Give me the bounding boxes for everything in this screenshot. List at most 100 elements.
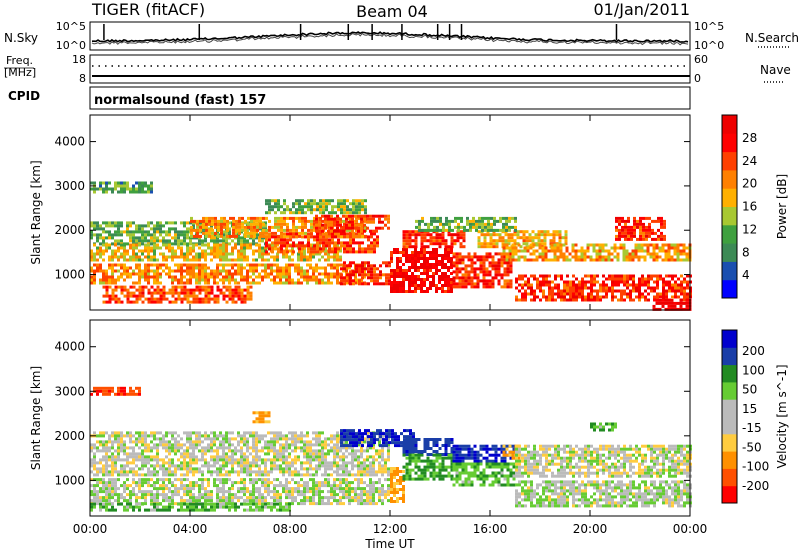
data-cell	[653, 280, 656, 284]
data-cell	[117, 249, 120, 253]
data-cell	[525, 236, 529, 240]
data-cell	[279, 446, 282, 450]
data-cell	[645, 231, 648, 235]
data-cell	[444, 248, 447, 251]
data-cell	[426, 269, 429, 272]
data-cell	[207, 470, 210, 474]
data-cell	[279, 470, 282, 474]
data-cell	[548, 286, 551, 290]
data-cell	[369, 220, 372, 224]
data-cell	[126, 275, 129, 279]
data-cell	[277, 238, 280, 242]
data-cell	[581, 298, 584, 302]
data-cell	[297, 473, 300, 477]
data-cell	[114, 230, 117, 234]
data-cell	[210, 446, 213, 450]
data-cell	[189, 467, 192, 471]
data-cell	[469, 219, 472, 223]
data-cell	[144, 440, 147, 444]
data-cell	[538, 252, 542, 256]
data-cell	[289, 208, 292, 212]
data-cell	[627, 225, 630, 229]
data-cell	[222, 291, 226, 295]
data-cell	[274, 231, 277, 235]
data-cell	[343, 205, 346, 209]
data-cell	[171, 275, 174, 279]
data-cell	[108, 285, 112, 289]
data-cell	[267, 266, 270, 270]
data-cell	[237, 473, 240, 477]
data-cell	[211, 228, 214, 232]
data-cell	[542, 295, 545, 299]
data-cell	[183, 455, 186, 459]
data-cell	[207, 278, 210, 282]
data-cell	[411, 230, 415, 234]
data-cell	[300, 269, 303, 273]
data-cell	[352, 282, 355, 286]
data-cell	[369, 470, 372, 474]
data-cell	[156, 446, 159, 450]
data-cell	[220, 234, 223, 238]
data-cell	[174, 470, 177, 474]
data-cell	[153, 291, 157, 295]
data-cell	[417, 233, 421, 237]
data-cell	[255, 455, 258, 459]
data-cell	[355, 241, 358, 245]
data-cell	[352, 273, 355, 277]
data-cell	[318, 278, 321, 282]
data-cell	[286, 232, 289, 236]
data-cell	[541, 252, 545, 256]
data-cell	[552, 230, 556, 234]
data-cell	[123, 190, 126, 194]
data-cell	[617, 298, 620, 302]
data-cell	[482, 276, 486, 280]
freq-label-line2: [MHz]	[4, 66, 36, 79]
data-cell	[99, 443, 102, 447]
data-cell	[159, 297, 163, 301]
data-cell	[393, 290, 396, 293]
data-cell	[310, 222, 313, 226]
data-cell	[370, 235, 373, 239]
data-cell	[615, 219, 618, 223]
data-cell	[276, 464, 279, 468]
data-cell	[216, 467, 219, 471]
data-cell	[655, 258, 659, 262]
data-cell	[240, 278, 243, 282]
data-cell	[237, 242, 240, 246]
data-cell	[686, 274, 689, 278]
data-cell	[246, 278, 249, 282]
data-cell	[396, 257, 399, 260]
data-cell	[225, 446, 228, 450]
data-cell	[288, 455, 291, 459]
data-cell	[222, 285, 226, 289]
data-cell	[144, 230, 147, 234]
data-cell	[141, 224, 144, 228]
data-cell	[297, 281, 300, 285]
data-cell	[225, 300, 229, 304]
data-cell	[267, 443, 270, 447]
data-cell	[156, 452, 159, 456]
data-cell	[183, 461, 186, 465]
data-cell	[518, 274, 521, 278]
data-cell	[453, 242, 457, 246]
data-cell	[420, 236, 424, 240]
data-cell	[351, 214, 354, 218]
data-cell	[450, 260, 453, 263]
data-cell	[129, 236, 132, 240]
data-cell	[509, 258, 513, 262]
data-cell	[354, 458, 357, 462]
data-cell	[562, 255, 566, 259]
data-cell	[132, 294, 136, 298]
data-cell	[120, 184, 123, 188]
data-cell	[216, 255, 219, 259]
data-cell	[147, 473, 150, 477]
data-cell	[210, 288, 214, 292]
data-cell	[138, 440, 141, 444]
data-cell	[147, 272, 150, 276]
data-cell	[192, 246, 195, 250]
data-cell	[447, 254, 450, 257]
data-cell	[138, 230, 141, 234]
data-cell	[219, 252, 222, 256]
data-cell	[513, 239, 517, 243]
data-cell	[288, 443, 291, 447]
